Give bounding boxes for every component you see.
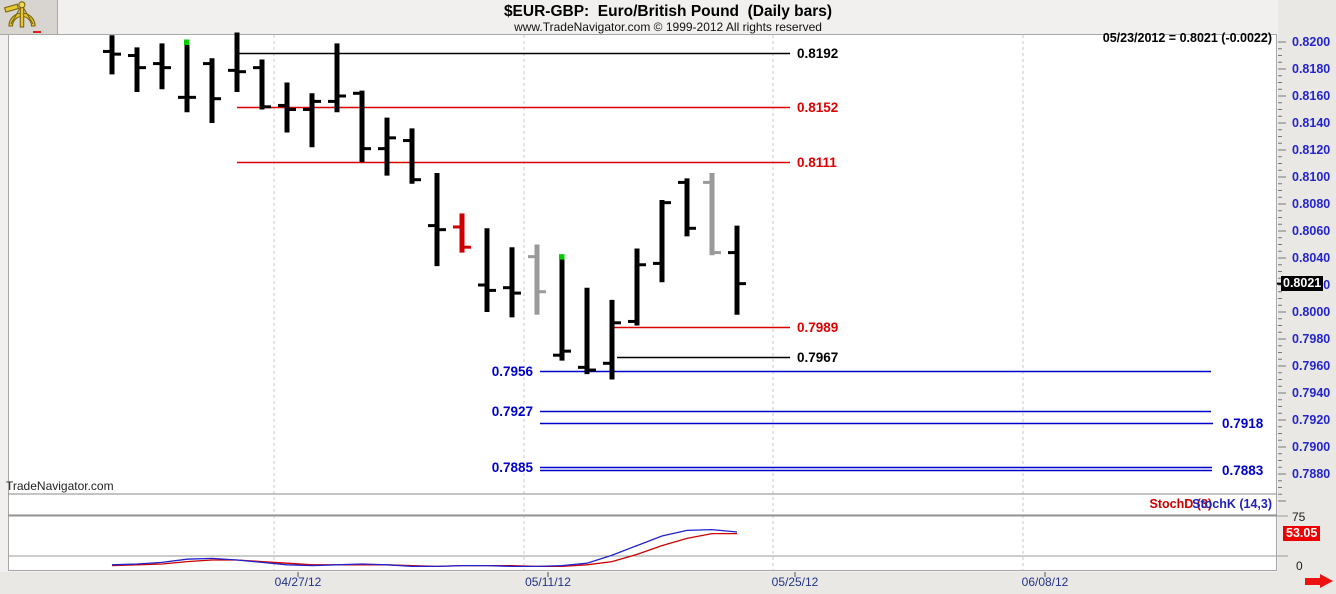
logo-red-dash — [33, 31, 41, 33]
chart-subtitle: www.TradeNavigator.com © 1999-2012 All r… — [514, 20, 822, 34]
app-logo — [0, 0, 58, 35]
last-price-badge: 0.8021 — [1281, 276, 1324, 291]
time-axis[interactable] — [0, 572, 1336, 594]
last-quote-readout: 05/23/2012 = 0.8021 (-0.0022) — [1102, 31, 1272, 45]
stoch-scale-75: 75 — [1292, 510, 1306, 524]
stochd-series-label: StochD (3) — [1149, 497, 1213, 511]
sextant-logo-icon — [4, 1, 36, 28]
price-axis[interactable] — [1278, 0, 1336, 594]
chart-plot-area[interactable] — [8, 34, 1277, 571]
stochk-series-label: StochK (14,3) — [1192, 497, 1272, 511]
scroll-arrow-icon — [1305, 578, 1320, 585]
date-label: 05/11/12 — [525, 575, 571, 589]
stoch-scale-0: 0 — [1296, 559, 1303, 573]
date-label: 05/25/12 — [771, 575, 819, 589]
chart-title: $EUR-GBP: Euro/British Pound (Daily bars… — [503, 3, 833, 20]
watermark: TradeNavigator.com — [6, 479, 114, 493]
scroll-arrow-icon — [1320, 574, 1333, 588]
date-label: 04/27/12 — [274, 575, 322, 589]
scroll-right-button[interactable] — [1305, 574, 1335, 589]
stoch-value-badge: 53.05 — [1283, 526, 1321, 541]
date-label: 06/08/12 — [1021, 575, 1069, 589]
